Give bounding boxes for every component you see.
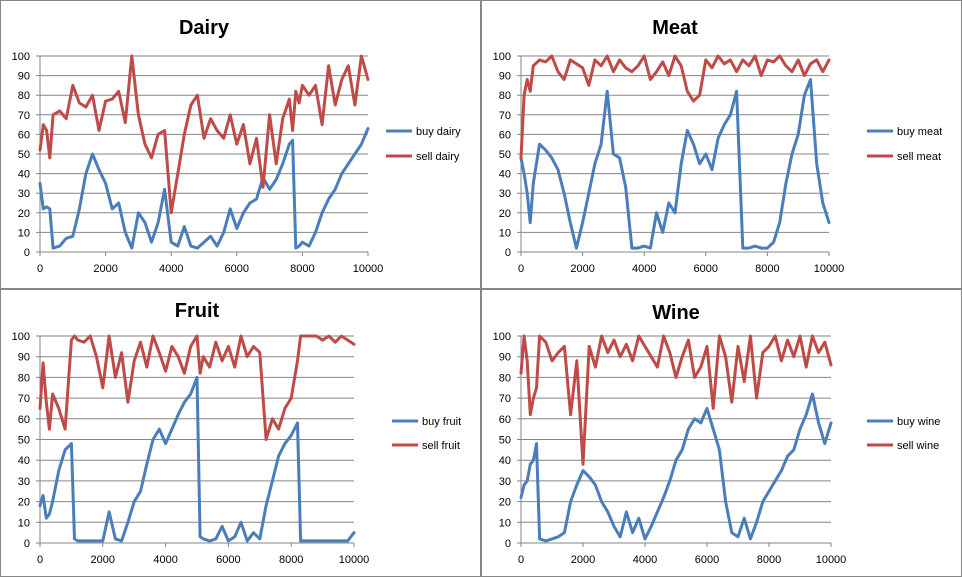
x-tick-label: 0 xyxy=(37,554,43,566)
y-tick-label: 10 xyxy=(499,227,511,239)
x-tick-label: 2000 xyxy=(93,263,117,275)
series-line-buy-wine xyxy=(519,392,833,543)
y-tick-label: 30 xyxy=(18,476,30,488)
y-tick-label: 50 xyxy=(499,435,511,447)
x-tick-label: 10000 xyxy=(339,554,370,566)
y-tick-label: 50 xyxy=(18,149,30,161)
y-tick-label: 20 xyxy=(18,497,30,509)
chart-title: Dairy xyxy=(179,17,230,39)
x-tick-label: 4000 xyxy=(633,554,657,566)
series-line-buy-meat xyxy=(519,78,831,250)
y-tick-label: 0 xyxy=(505,247,511,259)
y-tick-label: 60 xyxy=(499,414,511,426)
y-tick-label: 20 xyxy=(499,208,511,220)
x-tick-label: 0 xyxy=(518,263,524,275)
x-tick-label: 8000 xyxy=(755,263,779,275)
legend-label-sell-dairy: sell dairy xyxy=(416,151,460,163)
x-tick-label: 8000 xyxy=(757,554,781,566)
y-tick-label: 40 xyxy=(499,169,511,181)
legend-label-buy-wine: buy wine xyxy=(897,416,940,428)
x-tick-label: 8000 xyxy=(290,263,314,275)
legend-label-sell-meat: sell meat xyxy=(897,151,941,163)
legend-label-sell-wine: sell wine xyxy=(897,440,939,452)
series-line-buy-dairy xyxy=(38,127,370,250)
y-tick-label: 10 xyxy=(18,517,30,529)
y-tick-label: 0 xyxy=(505,538,511,550)
chart-panel-meat: Meat 0 10 20 30 40 50 60 70 80 90 100 0 2000 4000 6000 8… xyxy=(481,0,962,289)
x-tick-label: 8000 xyxy=(279,554,303,566)
x-tick-label: 6000 xyxy=(225,263,249,275)
y-tick-label: 90 xyxy=(18,71,30,83)
legend-label-buy-dairy: buy dairy xyxy=(416,126,461,138)
y-tick-label: 100 xyxy=(12,331,30,343)
chart-svg: Fruit 0 10 20 30 40 50 60 70 80 90 100 0 2000 4000 6000… xyxy=(12,300,462,566)
legend-label-sell-fruit: sell fruit xyxy=(422,440,460,452)
y-tick-label: 50 xyxy=(499,149,511,161)
y-tick-label: 40 xyxy=(499,455,511,467)
y-tick-label: 50 xyxy=(18,435,30,447)
chart-panel-fruit: Fruit 0 10 20 30 40 50 60 70 80 90 100 0 2000 4000 6000… xyxy=(0,289,481,577)
chart-title: Meat xyxy=(652,17,698,39)
series-line-buy-fruit xyxy=(38,375,356,543)
y-tick-label: 30 xyxy=(499,476,511,488)
chart-svg: Dairy 0 10 20 30 40 50 60 70 80 90 100 0 2000 4000 6000… xyxy=(12,17,461,275)
y-tick-label: 80 xyxy=(18,372,30,384)
x-tick-label: 4000 xyxy=(153,554,177,566)
series-line-sell-fruit xyxy=(38,334,356,441)
y-tick-label: 80 xyxy=(499,372,511,384)
x-tick-label: 10000 xyxy=(814,263,845,275)
x-tick-label: 2000 xyxy=(571,554,595,566)
y-tick-label: 0 xyxy=(24,538,30,550)
y-tick-label: 90 xyxy=(499,352,511,364)
x-tick-label: 10000 xyxy=(816,554,847,566)
y-tick-label: 30 xyxy=(18,188,30,200)
chart-title: Wine xyxy=(652,302,700,324)
legend-label-buy-fruit: buy fruit xyxy=(422,416,461,428)
y-tick-label: 10 xyxy=(499,517,511,529)
y-tick-label: 70 xyxy=(499,110,511,122)
x-tick-label: 2000 xyxy=(91,554,115,566)
series-line-sell-wine xyxy=(519,334,833,466)
chart-title: Fruit xyxy=(175,300,220,322)
series-line-sell-meat xyxy=(519,54,831,160)
y-tick-label: 10 xyxy=(18,227,30,239)
x-tick-label: 0 xyxy=(37,263,43,275)
y-tick-label: 80 xyxy=(18,90,30,102)
y-tick-label: 60 xyxy=(18,129,30,141)
y-tick-label: 30 xyxy=(499,188,511,200)
chart-panel-wine: Wine 0 10 20 30 40 50 60 70 80 90 100 0 2000 4000 6000 8… xyxy=(481,289,962,577)
chart-svg: Wine 0 10 20 30 40 50 60 70 80 90 100 0 2000 4000 6000 8… xyxy=(493,302,941,566)
y-tick-label: 40 xyxy=(18,455,30,467)
x-tick-label: 6000 xyxy=(695,554,719,566)
y-tick-label: 40 xyxy=(18,169,30,181)
y-tick-label: 90 xyxy=(18,352,30,364)
y-tick-label: 60 xyxy=(18,414,30,426)
y-tick-label: 20 xyxy=(18,208,30,220)
y-tick-label: 100 xyxy=(493,331,511,343)
series-line-sell-dairy xyxy=(38,54,370,215)
x-tick-label: 4000 xyxy=(632,263,656,275)
legend-label-buy-meat: buy meat xyxy=(897,126,942,138)
chart-panel-dairy: Dairy 0 10 20 30 40 50 60 70 80 90 100 0 2000 4000 6000… xyxy=(0,0,481,289)
y-tick-label: 70 xyxy=(499,393,511,405)
y-tick-label: 100 xyxy=(493,51,511,63)
y-tick-label: 60 xyxy=(499,129,511,141)
x-tick-label: 0 xyxy=(518,554,524,566)
chart-svg: Meat 0 10 20 30 40 50 60 70 80 90 100 0 2000 4000 6000 8… xyxy=(493,17,943,275)
x-tick-label: 6000 xyxy=(694,263,718,275)
y-tick-label: 80 xyxy=(499,90,511,102)
x-tick-label: 10000 xyxy=(353,263,384,275)
x-tick-label: 6000 xyxy=(216,554,240,566)
y-tick-label: 20 xyxy=(499,497,511,509)
y-tick-label: 90 xyxy=(499,71,511,83)
y-tick-label: 0 xyxy=(24,247,30,259)
x-tick-label: 2000 xyxy=(570,263,594,275)
y-tick-label: 70 xyxy=(18,393,30,405)
y-tick-label: 100 xyxy=(12,51,30,63)
x-tick-label: 4000 xyxy=(159,263,183,275)
y-tick-label: 70 xyxy=(18,110,30,122)
